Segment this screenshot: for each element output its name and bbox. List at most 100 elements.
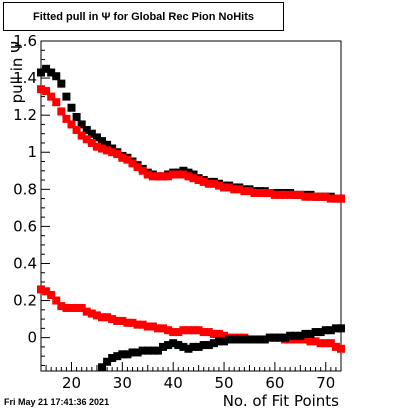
x-tick-label: 70 bbox=[316, 374, 335, 392]
data-point bbox=[291, 190, 300, 199]
y-tick-label: 1.4 bbox=[13, 69, 37, 87]
data-point bbox=[148, 346, 157, 355]
data-point bbox=[37, 85, 45, 94]
data-point bbox=[159, 342, 168, 351]
data-point bbox=[118, 350, 127, 359]
data-point bbox=[133, 163, 142, 172]
data-point bbox=[275, 190, 284, 199]
data-point bbox=[159, 324, 168, 333]
data-point bbox=[189, 326, 198, 335]
data-point bbox=[47, 68, 56, 77]
data-point bbox=[306, 192, 315, 201]
data-point bbox=[169, 170, 178, 179]
timestamp: Fri May 21 17:41:36 2021 bbox=[4, 397, 110, 407]
data-point bbox=[77, 131, 86, 140]
data-point bbox=[204, 341, 213, 350]
data-point bbox=[220, 331, 229, 340]
data-point bbox=[209, 329, 218, 338]
data-point bbox=[204, 179, 213, 188]
data-point bbox=[337, 344, 345, 353]
data-point bbox=[220, 183, 229, 192]
x-tick-label: 60 bbox=[265, 374, 284, 392]
y-tick-label: 1.6 bbox=[13, 32, 37, 50]
data-point bbox=[316, 339, 325, 348]
data-point bbox=[113, 150, 122, 159]
data-point bbox=[311, 337, 320, 346]
data-point bbox=[331, 194, 340, 203]
data-point bbox=[296, 190, 305, 199]
data-point bbox=[174, 170, 183, 179]
data-point bbox=[128, 318, 137, 327]
data-point bbox=[133, 348, 142, 357]
data-point bbox=[103, 313, 112, 322]
data-point bbox=[42, 64, 51, 73]
data-point bbox=[316, 328, 325, 337]
data-point bbox=[179, 342, 188, 351]
data-point bbox=[133, 320, 142, 329]
data-point bbox=[82, 307, 91, 316]
data-point bbox=[240, 335, 249, 344]
data-point bbox=[301, 192, 310, 201]
data-point bbox=[321, 339, 330, 348]
data-point bbox=[42, 87, 51, 96]
data-point bbox=[286, 331, 295, 340]
data-point bbox=[128, 159, 137, 168]
data-point bbox=[260, 189, 269, 198]
data-point bbox=[123, 155, 132, 164]
data-point bbox=[337, 324, 345, 333]
data-point bbox=[77, 303, 86, 312]
data-point bbox=[148, 172, 157, 181]
x-tick-label: 20 bbox=[62, 374, 81, 392]
data-point bbox=[138, 166, 147, 175]
data-point bbox=[255, 189, 264, 198]
data-point bbox=[72, 303, 81, 312]
data-point bbox=[148, 322, 157, 331]
data-point bbox=[92, 311, 101, 320]
data-point bbox=[143, 322, 152, 331]
data-point bbox=[301, 329, 310, 338]
data-point bbox=[98, 363, 107, 372]
data-point bbox=[337, 194, 345, 203]
data-point bbox=[311, 328, 320, 337]
data-point bbox=[123, 350, 132, 359]
data-point bbox=[311, 192, 320, 201]
data-point bbox=[153, 172, 162, 181]
data-point bbox=[265, 189, 274, 198]
data-point bbox=[235, 335, 244, 344]
chart-title-box: Fitted pull in Ψ for Global Rec Pion NoH… bbox=[3, 2, 284, 31]
data-point bbox=[62, 114, 71, 123]
data-point bbox=[286, 190, 295, 199]
x-axis-label: No. of Fit Points bbox=[223, 392, 339, 410]
data-point bbox=[159, 172, 168, 181]
data-point bbox=[82, 135, 91, 144]
data-point bbox=[174, 328, 183, 337]
y-axis-label: pull in Ψ bbox=[8, 41, 26, 103]
data-point bbox=[235, 185, 244, 194]
data-point bbox=[326, 194, 335, 203]
data-point bbox=[52, 72, 61, 81]
data-point bbox=[143, 346, 152, 355]
data-point bbox=[98, 313, 107, 322]
data-point bbox=[62, 92, 71, 101]
data-point bbox=[316, 192, 325, 201]
data-point bbox=[326, 326, 335, 335]
data-point bbox=[92, 142, 101, 151]
x-tick-label: 40 bbox=[164, 374, 183, 392]
x-tick-label: 50 bbox=[215, 374, 234, 392]
data-point bbox=[118, 316, 127, 325]
data-point bbox=[214, 181, 223, 190]
data-point bbox=[87, 309, 96, 318]
data-point bbox=[214, 337, 223, 346]
data-point bbox=[240, 187, 249, 196]
data-point bbox=[194, 342, 203, 351]
data-point bbox=[164, 172, 173, 181]
ticks-layer: 20 30 40 50 60 70 0 0.2 0.4 0.6 0.8 1 1.2 1.4 1.6 bbox=[13, 32, 342, 392]
data-point bbox=[42, 287, 51, 296]
data-point bbox=[331, 324, 340, 333]
data-point bbox=[62, 303, 71, 312]
data-point bbox=[138, 320, 147, 329]
data-point bbox=[281, 190, 290, 199]
data-point bbox=[301, 335, 310, 344]
data-point bbox=[189, 174, 198, 183]
